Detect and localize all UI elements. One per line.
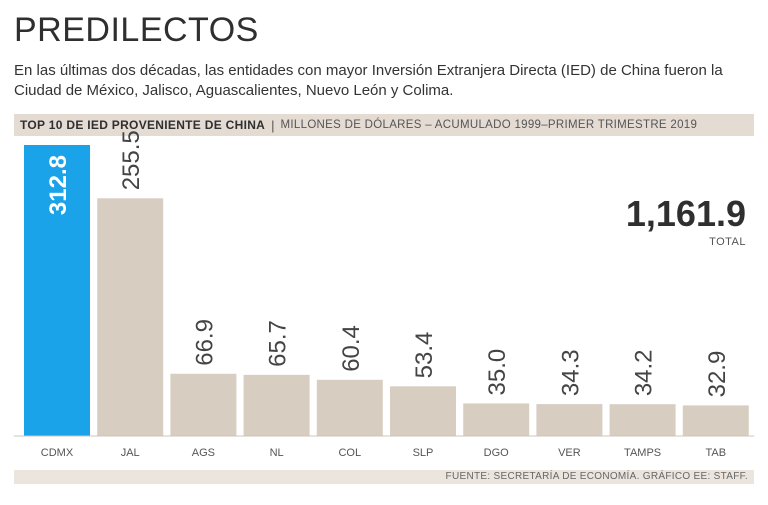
value-label-ver: 34.3 — [557, 349, 584, 396]
category-label-tab: TAB — [706, 447, 727, 459]
value-label-col: 60.4 — [338, 325, 365, 372]
bar-jal — [97, 198, 164, 436]
category-label-ver: VER — [558, 447, 581, 459]
bar-slp — [390, 386, 456, 436]
value-label-cdmx: 312.8 — [45, 155, 72, 215]
total-value: 1,161.9 — [625, 193, 746, 234]
bar-cdmx — [24, 145, 90, 436]
category-label-cdmx: CDMX — [41, 447, 74, 459]
value-label-tab: 32.9 — [704, 351, 731, 398]
bar-ags — [170, 373, 237, 436]
category-label-nl: NL — [270, 447, 284, 459]
chart-header-bar: TOP 10 DE IED PROVENIENTE DE CHINA | MIL… — [14, 114, 754, 136]
bar-col — [316, 379, 383, 436]
value-label-slp: 53.4 — [411, 332, 438, 379]
value-label-jal: 255.5 — [118, 130, 145, 190]
chart-subtitle: En las últimas dos décadas, las entidade… — [14, 62, 723, 99]
source-note: FUENTE: SECRETARÍA DE ECONOMÍA. GRÁFICO … — [14, 470, 754, 484]
header-separator: | — [271, 117, 275, 133]
total-label: TOTAL — [709, 236, 746, 248]
value-label-tamps: 34.2 — [631, 349, 658, 396]
bar-tamps — [609, 404, 676, 436]
category-label-jal: JAL — [121, 447, 140, 459]
category-label-col: COL — [338, 447, 361, 459]
bar-dgo — [463, 403, 530, 436]
value-label-dgo: 35.0 — [484, 349, 511, 396]
category-label-ags: AGS — [192, 447, 215, 459]
header-bold-text: TOP 10 DE IED PROVENIENTE DE CHINA — [20, 118, 266, 132]
category-label-dgo: DGO — [484, 447, 510, 459]
header-units-text: MILLONES DE DÓLARES – ACUMULADO 1999–PRI… — [280, 119, 698, 131]
chart-title: PREDILECTOS — [14, 11, 259, 49]
value-label-nl: 65.7 — [265, 320, 292, 367]
bar-ver — [536, 404, 603, 436]
category-label-tamps: TAMPS — [624, 447, 661, 459]
category-label-slp: SLP — [413, 447, 434, 459]
bar-nl — [243, 374, 310, 436]
bar-tab — [682, 405, 749, 436]
value-label-ags: 66.9 — [191, 319, 218, 366]
